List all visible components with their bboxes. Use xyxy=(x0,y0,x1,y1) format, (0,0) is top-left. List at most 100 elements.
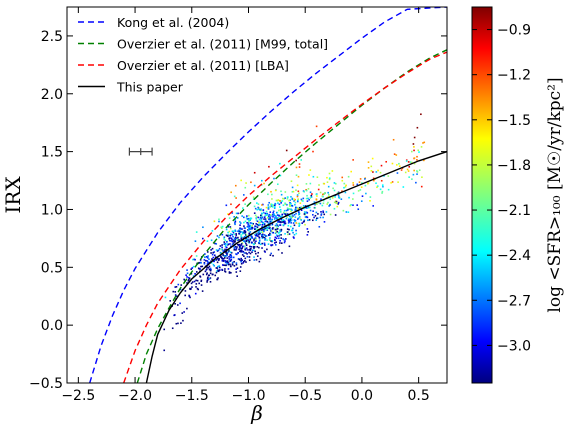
scatter-point xyxy=(266,239,268,241)
scatter-point xyxy=(271,193,273,196)
scatter-point xyxy=(258,232,261,235)
scatter-point xyxy=(380,179,383,182)
scatter-point xyxy=(244,220,247,223)
scatter-point xyxy=(229,254,232,257)
scatter-point xyxy=(276,214,279,216)
scatter-point xyxy=(196,279,199,282)
scatter-point xyxy=(320,214,323,216)
scatter-point xyxy=(223,236,226,239)
y-tick-label: 0.5 xyxy=(41,260,63,276)
scatter-point xyxy=(280,230,282,232)
scatter-point xyxy=(235,234,238,236)
scatter-point xyxy=(226,260,229,263)
scatter-point xyxy=(227,263,230,266)
scatter-point xyxy=(184,290,187,292)
scatter-point xyxy=(277,202,279,204)
scatter-point xyxy=(215,259,218,261)
scatter-point xyxy=(221,258,224,260)
scatter-point xyxy=(304,216,307,218)
scatter-point xyxy=(267,222,270,225)
scatter-point xyxy=(280,242,283,244)
scatter-point xyxy=(302,221,305,223)
scatter-point xyxy=(278,209,280,212)
scatter-point xyxy=(272,212,274,214)
scatter-point xyxy=(281,215,283,217)
scatter-point xyxy=(226,234,229,237)
scatter-point xyxy=(288,215,291,218)
y-tick-label: 2.5 xyxy=(41,29,63,45)
scatter-point xyxy=(292,231,294,234)
scatter-point xyxy=(323,193,326,195)
scatter-point xyxy=(317,213,319,215)
scatter-point xyxy=(259,229,262,231)
legend-label: Kong et al. (2004) xyxy=(117,15,229,30)
scatter-point xyxy=(221,259,224,262)
scatter-point xyxy=(291,209,293,211)
scatter-point xyxy=(269,230,272,232)
scatter-point xyxy=(228,260,231,263)
scatter-point xyxy=(239,221,241,223)
scatter-point xyxy=(360,186,363,188)
scatter-point xyxy=(264,218,267,220)
scatter-point xyxy=(203,262,206,265)
scatter-point xyxy=(271,198,273,200)
scatter-point xyxy=(398,162,400,165)
scatter-point xyxy=(223,255,226,257)
scatter-point xyxy=(175,322,178,325)
scatter-point xyxy=(248,219,250,222)
scatter-point xyxy=(268,165,270,168)
scatter-point xyxy=(406,168,409,171)
scatter-point xyxy=(250,247,252,250)
scatter-point xyxy=(272,214,274,216)
scatter-point xyxy=(255,258,258,261)
scatter-point xyxy=(326,181,329,183)
scatter-point xyxy=(255,219,258,221)
scatter-point xyxy=(210,252,212,254)
scatter-point xyxy=(283,221,286,224)
scatter-point xyxy=(169,300,172,302)
scatter-point xyxy=(226,257,229,259)
scatter-point xyxy=(289,204,291,207)
scatter-point xyxy=(256,232,259,235)
scatter-point xyxy=(232,242,235,244)
scatter-point xyxy=(218,258,220,260)
scatter-point xyxy=(288,214,291,217)
scatter-point xyxy=(255,233,258,235)
scatter-point xyxy=(416,155,418,158)
scatter-point xyxy=(263,230,265,233)
scatter-point xyxy=(279,162,281,165)
scatter-point xyxy=(297,175,300,178)
scatter-point xyxy=(253,238,255,241)
scatter-point xyxy=(188,295,191,298)
scatter-point xyxy=(295,222,298,224)
scatter-point xyxy=(200,284,203,286)
scatter-point xyxy=(201,290,204,292)
scatter-point xyxy=(279,206,281,208)
scatter-point xyxy=(247,249,249,251)
scatter-point xyxy=(270,220,273,223)
scatter-point xyxy=(268,239,271,241)
scatter-point xyxy=(237,230,239,233)
scatter-point xyxy=(234,238,236,240)
scatter-point xyxy=(229,263,231,266)
scatter-point xyxy=(242,261,245,264)
scatter-point xyxy=(271,244,274,246)
scatter-point xyxy=(381,184,384,186)
scatter-point xyxy=(274,217,276,219)
scatter-point xyxy=(310,194,313,197)
scatter-point xyxy=(298,225,300,227)
scatter-point xyxy=(303,207,305,210)
scatter-point xyxy=(249,252,252,255)
scatter-point xyxy=(241,254,244,256)
scatter-point xyxy=(252,196,255,199)
scatter-point xyxy=(259,257,262,260)
scatter-point xyxy=(249,231,252,233)
scatter-point xyxy=(283,209,286,212)
scatter-point xyxy=(305,211,308,214)
scatter-point xyxy=(261,204,263,206)
scatter-point xyxy=(254,250,256,253)
scatter-point xyxy=(229,226,232,228)
scatter-point xyxy=(209,280,212,283)
scatter-point xyxy=(184,294,186,297)
scatter-point xyxy=(307,231,309,233)
